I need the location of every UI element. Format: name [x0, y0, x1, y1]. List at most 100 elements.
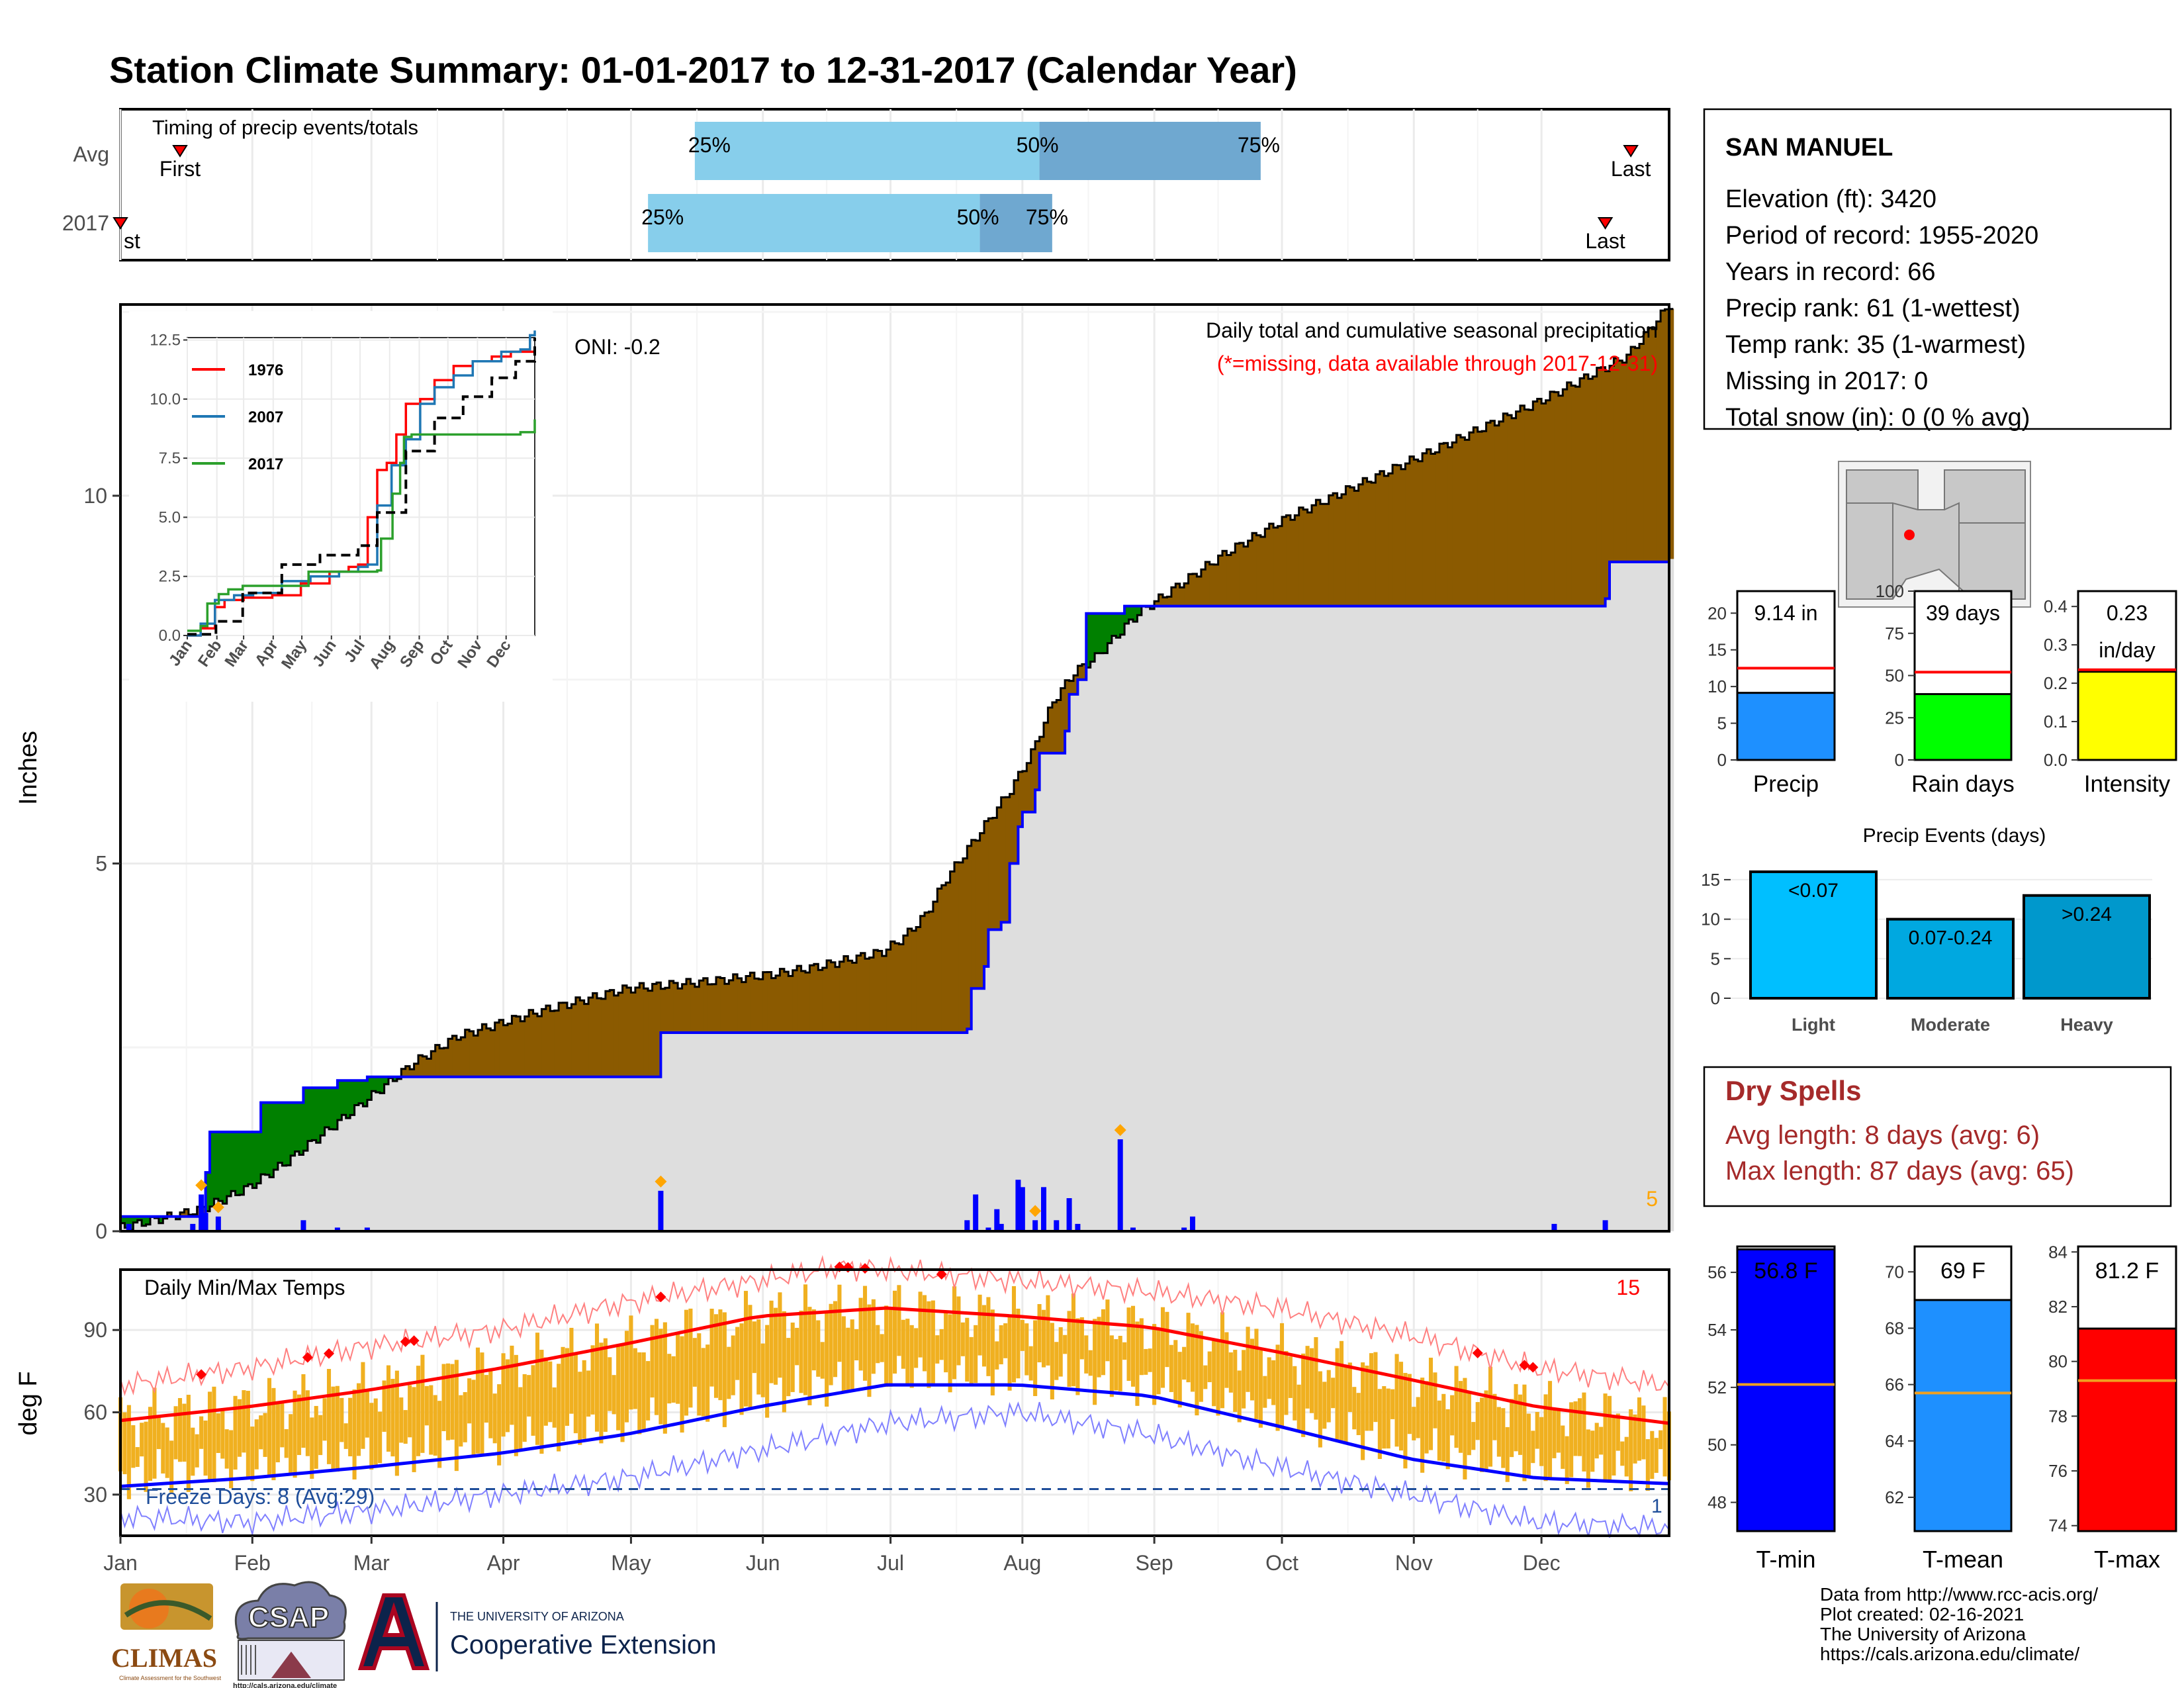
ua-university-text: THE UNIVERSITY OF ARIZONA [450, 1610, 624, 1623]
above-normal-deficit-band [1298, 507, 1304, 606]
above-normal-deficit-band [414, 1063, 419, 1077]
precip-missing-note: (*=missing, data available through 2017-… [1217, 352, 1658, 375]
daily-temp-bar [203, 1420, 208, 1476]
record-high-marker [655, 1291, 666, 1303]
cumulative-base-band [1354, 606, 1359, 1231]
daily-temp-bar [1186, 1313, 1191, 1383]
cumulative-base-band [610, 1076, 615, 1231]
daily-temp-bar [1020, 1319, 1024, 1351]
above-normal-deficit-band [1498, 421, 1504, 606]
cumulative-base-band [1179, 606, 1185, 1231]
daily-temp-bar [1237, 1370, 1242, 1423]
cumulative-base-band [1443, 606, 1449, 1231]
daily-temp-bar [1556, 1410, 1561, 1453]
daily-temp-bar [837, 1284, 842, 1362]
summary-bar-Precip [1736, 692, 1836, 761]
above-normal-deficit-band [439, 1048, 445, 1077]
daily-temp-bar [705, 1344, 710, 1422]
surplus-band [1095, 613, 1100, 653]
surplus-band [312, 1088, 317, 1141]
above-normal-deficit-band [167, 1212, 172, 1217]
temp-summary-ytick-label: 68 [1885, 1318, 1904, 1338]
cumulative-base-band [878, 1033, 883, 1231]
above-normal-deficit-band [1039, 737, 1044, 753]
surplus-band [231, 1132, 236, 1192]
cumulative-base-band [1256, 606, 1261, 1231]
above-normal-deficit-band [1418, 461, 1423, 606]
temp-summary-bar-T-mean [1913, 1299, 2013, 1532]
above-normal-deficit-band [878, 951, 883, 1033]
cumulative-base-band [1290, 606, 1296, 1231]
daily-temp-bar [944, 1312, 948, 1373]
above-normal-deficit-band [1363, 478, 1368, 606]
above-normal-deficit-band [1639, 344, 1645, 562]
cumulative-base-band [1303, 606, 1308, 1231]
cumulative-base-band [499, 1076, 504, 1231]
above-normal-deficit-band [1401, 469, 1406, 606]
cumulative-base-band [265, 1174, 270, 1231]
cumulative-base-band [1469, 606, 1475, 1231]
above-normal-deficit-band [1154, 601, 1160, 606]
daily-temp-bar [1641, 1405, 1646, 1460]
cumulative-base-band [1048, 753, 1053, 1231]
above-normal-deficit-band [461, 1037, 466, 1077]
daily-temp-bar [974, 1325, 978, 1383]
cumulative-base-band [1150, 608, 1155, 1231]
cumulative-base-band [720, 1033, 725, 1231]
cumulative-base-band [154, 1218, 159, 1231]
daily-temp-bar [1416, 1397, 1420, 1438]
daily-temp-bar [148, 1407, 153, 1481]
above-normal-deficit-band [1405, 463, 1410, 606]
above-normal-deficit-band [605, 991, 611, 1077]
cumulative-base-band [533, 1076, 538, 1231]
above-normal-deficit-band [962, 858, 968, 1033]
cumulative-base-band [1056, 753, 1062, 1231]
cumulative-base-band [767, 1033, 772, 1231]
cumulative-base-band [1490, 606, 1496, 1231]
above-normal-deficit-band [971, 839, 976, 989]
daily-temp-bar [637, 1352, 642, 1434]
daily-temp-bar [884, 1305, 889, 1387]
above-normal-deficit-band [1631, 346, 1636, 562]
daily-precip-bar [199, 1194, 205, 1231]
inset-ytick-label: 10.0 [150, 391, 181, 408]
above-normal-deficit-band [831, 962, 836, 1033]
record-precip-marker [655, 1175, 667, 1188]
surplus-band [1128, 606, 1134, 620]
daily-temp-bar [386, 1365, 391, 1452]
summary-ytick-label: 0.4 [2044, 596, 2068, 616]
surplus-band [384, 1076, 389, 1084]
cumulative-base-band [282, 1165, 287, 1231]
summary-ytick-label: 5 [1717, 714, 1727, 733]
above-normal-deficit-band [1014, 780, 1019, 864]
cumulative-base-band [163, 1218, 168, 1231]
above-normal-deficit-band [792, 970, 797, 1033]
cumulative-base-band [950, 1033, 955, 1231]
daily-temp-bar [667, 1354, 672, 1404]
cumulative-base-band [907, 1033, 913, 1231]
daily-temp-bar [561, 1346, 565, 1441]
cumulative-base-band [1069, 694, 1074, 1231]
surplus-band [392, 1076, 398, 1082]
surplus-band [120, 1216, 126, 1223]
cumulative-base-band [1635, 561, 1640, 1231]
daily-temp-bar [340, 1397, 344, 1442]
cumulative-base-band [703, 1033, 708, 1231]
above-normal-deficit-band [1056, 700, 1062, 753]
above-normal-deficit-band [652, 984, 657, 1077]
daily-temp-bar [1109, 1335, 1114, 1397]
cumulative-base-band [1167, 606, 1172, 1231]
daily-temp-bar [799, 1310, 803, 1393]
surplus-band [363, 1080, 368, 1107]
above-normal-deficit-band [860, 953, 866, 1033]
cumulative-base-band [1656, 561, 1661, 1231]
above-normal-deficit-band [1524, 409, 1529, 606]
daily-temp-bar [557, 1364, 561, 1452]
cumulative-base-band [882, 1033, 887, 1231]
above-normal-deficit-band [1490, 420, 1496, 606]
cumulative-base-band [363, 1106, 368, 1231]
cumulative-base-band [1533, 606, 1538, 1231]
daily-temp-bar [492, 1393, 497, 1444]
daily-temp-bar [1450, 1395, 1455, 1436]
daily-temp-bar [1075, 1318, 1080, 1395]
